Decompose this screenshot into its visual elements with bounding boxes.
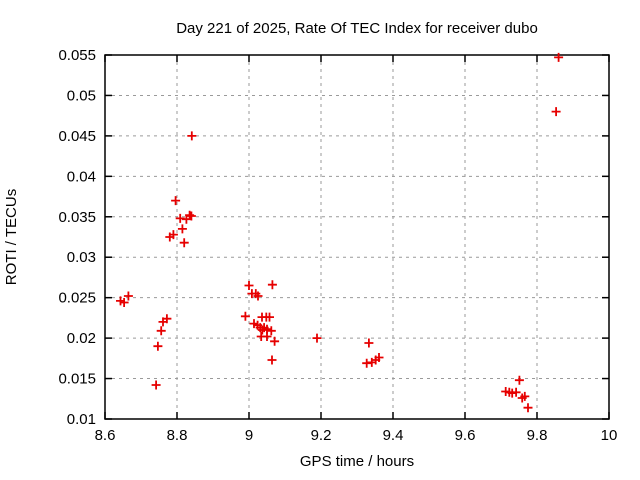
data-point <box>511 387 521 397</box>
x-tick-label: 10 <box>601 427 618 444</box>
x-tick-label: 9.6 <box>455 427 476 444</box>
y-tick-label: 0.02 <box>67 330 96 347</box>
y-tick-label: 0.055 <box>58 47 96 64</box>
data-point <box>171 196 181 206</box>
plot-border <box>104 54 610 420</box>
data-point <box>265 312 274 322</box>
x-tick-label: 8.8 <box>167 427 188 444</box>
data-point <box>151 380 161 390</box>
y-tick-label: 0.025 <box>58 290 96 307</box>
y-tick-label: 0.01 <box>67 411 96 428</box>
data-point <box>364 338 374 348</box>
chart-title: Day 221 of 2025, Rate Of TEC Index for r… <box>176 20 538 37</box>
data-point <box>187 131 197 141</box>
data-point <box>177 224 187 234</box>
data-point <box>253 291 263 301</box>
x-tick-label: 9.2 <box>311 427 332 444</box>
data-point <box>123 291 133 301</box>
x-tick-label: 9 <box>245 427 253 444</box>
data-points <box>116 52 564 413</box>
plot-border-rect <box>104 54 610 420</box>
y-axis-label: ROTI / TECUs <box>3 189 20 285</box>
x-tick-label: 9.4 <box>383 427 404 444</box>
y-tick-label: 0.035 <box>58 209 96 226</box>
x-axis-label: GPS time / hours <box>300 453 414 470</box>
tick-marks <box>104 54 610 420</box>
data-point <box>168 230 178 240</box>
y-tick-label: 0.015 <box>58 371 96 388</box>
data-point <box>266 326 276 336</box>
data-point <box>374 353 384 362</box>
data-point <box>162 314 172 324</box>
data-point <box>119 298 129 307</box>
data-point <box>262 332 272 341</box>
data-point <box>186 211 196 221</box>
y-tick-label: 0.045 <box>58 128 96 145</box>
data-point <box>312 333 322 343</box>
data-point <box>179 238 189 248</box>
data-point <box>240 311 250 321</box>
x-tick-label: 9.8 <box>527 427 548 444</box>
x-tick-label: 8.6 <box>95 427 116 444</box>
data-point <box>523 403 533 413</box>
tick-labels: 8.6 8.8 9 9.2 9.4 9.6 9.8 10 0.01 0.015 0.02 0.025 0… <box>58 47 617 444</box>
data-point <box>153 341 163 351</box>
data-point <box>514 375 524 385</box>
data-point <box>244 281 254 290</box>
data-point <box>267 355 277 365</box>
data-point <box>551 107 561 117</box>
y-tick-label: 0.05 <box>67 87 96 104</box>
data-point <box>267 280 277 290</box>
data-point <box>270 336 280 346</box>
data-point <box>554 52 564 62</box>
gridlines <box>105 55 609 419</box>
data-point <box>156 326 166 336</box>
y-tick-label: 0.04 <box>67 168 96 185</box>
y-tick-label: 0.03 <box>67 249 96 266</box>
data-point <box>520 391 530 401</box>
